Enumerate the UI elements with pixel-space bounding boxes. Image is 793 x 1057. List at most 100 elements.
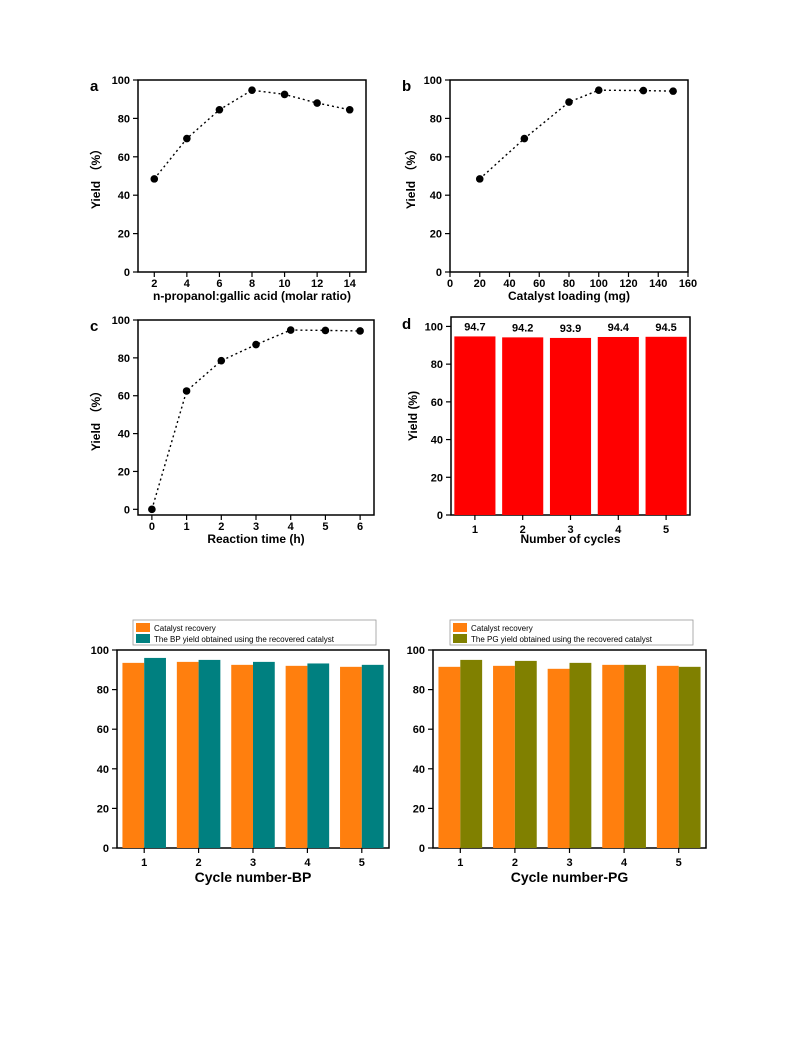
data-point [252, 340, 260, 349]
data-point [286, 326, 295, 334]
y-tick-label: 60 [413, 724, 425, 736]
x-tick-label: 5 [676, 857, 682, 869]
bar-series-1 [340, 666, 362, 848]
trend-line [151, 329, 361, 510]
legend-box [132, 619, 377, 646]
legend-label: The PG yield obtained using the recovere… [471, 635, 653, 644]
y-tick-label: 60 [118, 152, 130, 164]
x-tick-label: 2 [196, 857, 202, 869]
x-tick-label: 4 [615, 524, 622, 536]
x-tick-label: 6 [216, 278, 222, 290]
y-axis-title: Yield （%） [88, 385, 103, 451]
x-tick-label: 3 [250, 857, 256, 869]
bar-series-1 [122, 662, 145, 848]
y-tick-label: 80 [118, 353, 130, 365]
data-point [520, 134, 529, 143]
x-tick-label: 0 [447, 278, 453, 290]
bar-data-label: 94.4 [608, 322, 630, 334]
y-tick-label: 80 [118, 113, 130, 125]
x-tick-label: 20 [474, 278, 486, 290]
x-tick-label: 0 [149, 521, 155, 533]
x-tick-label: 10 [278, 278, 290, 290]
data-point [594, 86, 603, 94]
y-tick-label: 40 [97, 764, 109, 776]
data-point [148, 505, 156, 514]
y-tick-label: 40 [413, 764, 425, 776]
data-point [321, 326, 330, 335]
bar-data-label: 94.2 [512, 322, 533, 334]
bar-series-2 [253, 661, 275, 848]
y-tick-label: 60 [431, 397, 443, 409]
y-tick-label: 100 [112, 75, 130, 87]
x-tick-label: 2 [512, 857, 518, 869]
y-tick-label: 80 [430, 113, 442, 125]
y-axis-title: Yield (%) [406, 391, 420, 441]
panel-letter: b [402, 78, 411, 95]
legend-label: The BP yield obtained using the recovere… [154, 635, 335, 644]
x-tick-label: 1 [457, 857, 463, 869]
bar-series-1 [602, 664, 625, 848]
panel-a: 0 20 40 60 80 100 2 4 6 8 10 12 14n-propanol:gallic … [88, 75, 367, 303]
x-tick-label: 1 [184, 521, 190, 533]
bar-series-2 [198, 659, 221, 848]
panel-letter: a [90, 78, 99, 95]
y-tick-label: 80 [413, 685, 425, 697]
y-tick-label: 20 [118, 466, 130, 478]
y-tick-label: 40 [430, 190, 442, 202]
bar-series-2 [624, 664, 646, 848]
data-point [565, 98, 573, 106]
x-tick-label: 80 [563, 278, 575, 290]
x-tick-label: 4 [304, 857, 311, 869]
y-tick-label: 20 [118, 229, 130, 241]
y-tick-label: 100 [112, 315, 130, 327]
bar-data-label: 94.7 [464, 321, 485, 333]
x-tick-label: 1 [141, 857, 147, 869]
data-point [639, 86, 648, 95]
legend-swatch [136, 623, 150, 632]
x-tick-label: 12 [311, 278, 323, 290]
panel-letter: c [90, 318, 98, 335]
bar [454, 336, 496, 515]
plot-frame [449, 79, 689, 273]
x-tick-label: 2 [151, 278, 157, 290]
y-tick-label: 20 [431, 472, 443, 484]
trend-line [479, 89, 674, 180]
y-tick-label: 60 [118, 391, 130, 403]
y-tick-label: 0 [436, 267, 442, 279]
bar-series-1 [231, 664, 253, 848]
data-point [345, 105, 354, 114]
x-tick-label: 5 [359, 857, 365, 869]
y-tick-label: 20 [430, 229, 442, 241]
x-tick-label: 14 [344, 278, 357, 290]
data-point [475, 175, 484, 183]
y-tick-label: 20 [97, 803, 109, 815]
y-tick-label: 60 [97, 724, 109, 736]
x-tick-label: 100 [590, 278, 608, 290]
bar-series-1 [656, 665, 679, 848]
data-point [217, 356, 226, 365]
plot-frame [137, 319, 375, 516]
y-tick-label: 100 [425, 321, 443, 333]
legend: Catalyst recovery The BP yield obtained u… [132, 619, 377, 646]
x-tick-label: 1 [472, 524, 478, 536]
x-tick-label: 3 [567, 524, 573, 536]
y-tick-label: 60 [430, 152, 442, 164]
x-tick-label: 3 [566, 857, 572, 869]
legend-label: Catalyst recovery [154, 624, 216, 633]
bar-data-label: 93.9 [560, 323, 581, 335]
bar-data-label: 94.5 [655, 322, 676, 334]
bar-series-2 [361, 664, 384, 848]
panel-b: 0 20 40 60 80 100 0 20 40 60 80 100 120 140 160 Catalys… [402, 75, 697, 303]
x-tick-label: 2 [218, 521, 224, 533]
y-tick-label: 100 [407, 645, 425, 657]
panel-c: 0 20 40 60 80 100 0 1 2 3 4 5 6 Reaction time (h) Yiel… [88, 315, 375, 546]
y-tick-label: 40 [118, 429, 130, 441]
x-axis-title: Catalyst loading (mg) [508, 289, 630, 303]
bar-series-1 [285, 665, 308, 848]
bar-series-1 [176, 661, 199, 848]
x-tick-label: 60 [533, 278, 545, 290]
x-tick-label: 4 [288, 521, 295, 533]
data-point [150, 175, 159, 183]
x-tick-label: 4 [621, 857, 628, 869]
